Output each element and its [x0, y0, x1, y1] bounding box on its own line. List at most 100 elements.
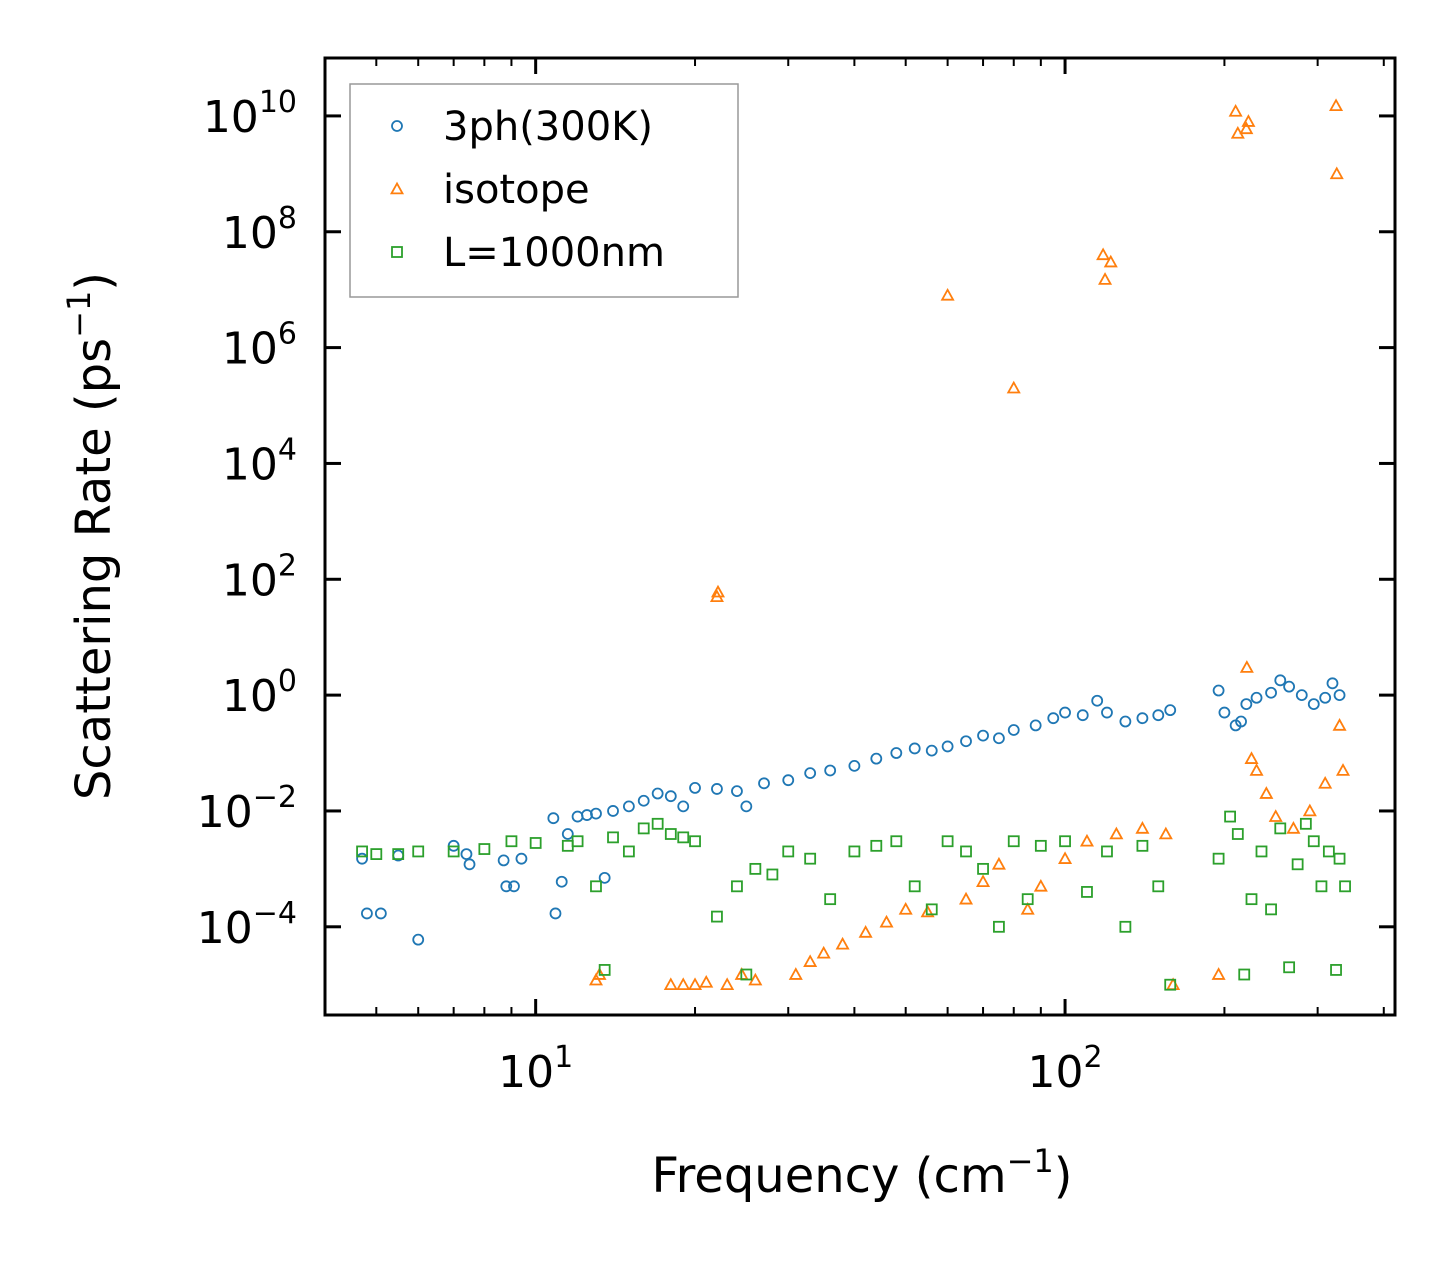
data-point: [1265, 903, 1277, 916]
data-point: [720, 977, 735, 991]
data-point: [687, 977, 703, 991]
data-point: [788, 967, 803, 980]
data-point: [1059, 835, 1071, 848]
data-point: [1239, 121, 1254, 135]
data-point: [447, 845, 460, 858]
data-point: [1335, 763, 1351, 776]
data-point: [1299, 817, 1312, 830]
y-tick-label: 1010: [203, 85, 297, 143]
data-point: [651, 787, 664, 800]
data-point: [1224, 810, 1236, 823]
data-point: [1332, 718, 1347, 731]
data-point: [689, 835, 701, 848]
data-point: [592, 967, 607, 980]
data-point: [1101, 706, 1113, 719]
data-point: [1109, 826, 1124, 840]
data-point: [766, 868, 779, 881]
data-point: [1302, 803, 1317, 817]
data-point: [976, 874, 991, 888]
x-tick-label: 102: [1028, 1040, 1103, 1098]
data-point: [731, 880, 743, 893]
data-point: [1330, 964, 1342, 976]
series-2: [356, 810, 1351, 991]
data-point: [898, 902, 913, 915]
x-axis-title: Frequency (cm−1): [651, 1142, 1072, 1204]
data-point: [1283, 961, 1296, 974]
data-point: [500, 880, 513, 893]
data-point: [356, 845, 368, 858]
data-point: [460, 848, 473, 860]
data-points: [356, 98, 1351, 991]
data-point: [1166, 977, 1181, 991]
data-point: [1033, 878, 1048, 892]
y-tick-label: 10−4: [197, 896, 297, 954]
data-point: [960, 845, 972, 858]
data-point: [816, 945, 831, 959]
data-point: [547, 812, 560, 825]
data-point: [607, 831, 619, 844]
data-point: [1259, 786, 1274, 799]
data-point: [392, 848, 405, 860]
data-point: [478, 843, 491, 855]
data-point: [1152, 880, 1165, 893]
data-point: [1101, 845, 1113, 858]
data-point: [1076, 709, 1089, 722]
legend-label: 3ph(300K): [443, 104, 653, 150]
data-point: [1136, 839, 1149, 852]
data-point: [920, 904, 935, 918]
legend-label: isotope: [443, 167, 590, 213]
data-point: [1291, 858, 1304, 871]
data-point: [782, 845, 795, 858]
data-point: [711, 783, 723, 795]
data-point: [1006, 380, 1021, 394]
data-point: [549, 907, 562, 920]
data-point: [1319, 691, 1332, 704]
data-point: [958, 891, 974, 905]
data-point: [677, 831, 690, 844]
data-point: [1034, 839, 1047, 852]
data-point: [1283, 680, 1296, 693]
data-point: [1103, 254, 1118, 268]
data-point: [890, 747, 903, 759]
data-point: [1029, 719, 1042, 732]
data-point: [858, 925, 873, 938]
data-point: [941, 740, 954, 753]
data-point: [370, 848, 383, 860]
data-point: [1079, 833, 1094, 847]
data-point: [1021, 893, 1034, 906]
y-tick-label: 100: [222, 664, 297, 722]
data-point: [804, 767, 817, 780]
data-point: [824, 764, 837, 777]
data-point: [870, 752, 883, 765]
legend-label: L=1000nm: [443, 230, 665, 276]
data-point: [1329, 98, 1344, 112]
legend-entries: 3ph(300K) isotope L=1000nm: [389, 104, 665, 276]
series-0: [356, 674, 1346, 946]
legend: 3ph(300K) isotope L=1000nm: [349, 83, 739, 298]
data-point: [1152, 709, 1165, 722]
data-point: [925, 903, 938, 916]
legend-frame: [349, 83, 739, 298]
data-point: [1250, 691, 1263, 704]
data-point: [848, 759, 861, 772]
data-point: [1329, 166, 1344, 180]
data-point: [1136, 712, 1149, 725]
data-point: [1212, 852, 1225, 865]
data-point: [1274, 822, 1287, 835]
data-point: [1119, 920, 1132, 933]
data-point: [908, 742, 921, 755]
data-point: [1240, 698, 1253, 710]
data-point: [361, 907, 373, 920]
data-point: [663, 977, 678, 991]
y-axis-title: Scattering Rate (ps−1): [60, 272, 122, 800]
data-point: [412, 845, 425, 858]
data-point: [848, 845, 861, 858]
data-point: [1096, 247, 1111, 261]
data-point: [676, 977, 691, 991]
data-point: [571, 835, 584, 848]
data-point: [758, 777, 770, 790]
data-point: [555, 875, 568, 888]
data-point: [870, 839, 883, 852]
data-point: [1158, 826, 1173, 840]
data-point: [497, 854, 510, 867]
